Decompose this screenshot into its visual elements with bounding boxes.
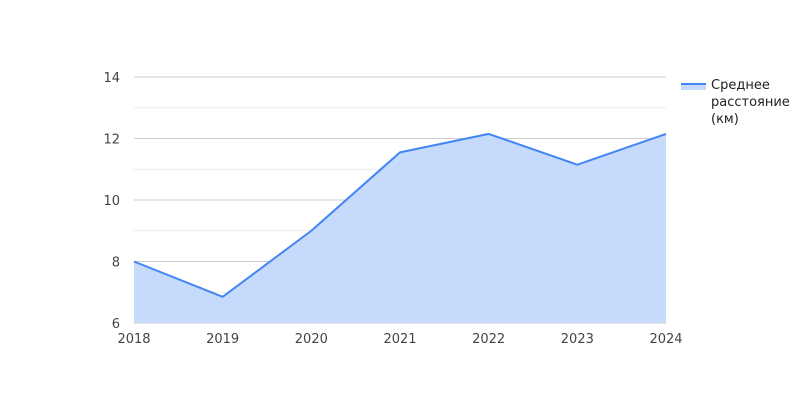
x-tick-label: 2024 [649, 332, 682, 347]
legend-label: расстояние [711, 95, 790, 110]
legend-label: (км) [711, 112, 739, 127]
x-tick-label: 2018 [117, 332, 150, 347]
x-tick-label: 2020 [295, 332, 328, 347]
legend-swatch-fill [681, 83, 706, 90]
y-tick-label: 12 [103, 133, 120, 148]
x-axis: 2018 2019 2020 2021 2022 2023 2024 [117, 332, 682, 347]
x-tick-label: 2019 [206, 332, 239, 347]
x-tick-label: 2023 [561, 332, 594, 347]
y-tick-label: 10 [103, 194, 120, 209]
series-area-layer [133, 132, 667, 323]
legend-label: Среднее [711, 78, 770, 93]
y-axis: 6 8 10 12 14 [103, 71, 120, 332]
y-tick-label: 14 [103, 71, 120, 86]
y-tick-label: 8 [112, 256, 120, 271]
series-area-fill [134, 133, 666, 323]
y-tick-label: 6 [112, 317, 120, 332]
x-tick-label: 2022 [472, 332, 505, 347]
legend: Среднее расстояние (км) [681, 78, 790, 127]
x-tick-label: 2021 [383, 332, 416, 347]
